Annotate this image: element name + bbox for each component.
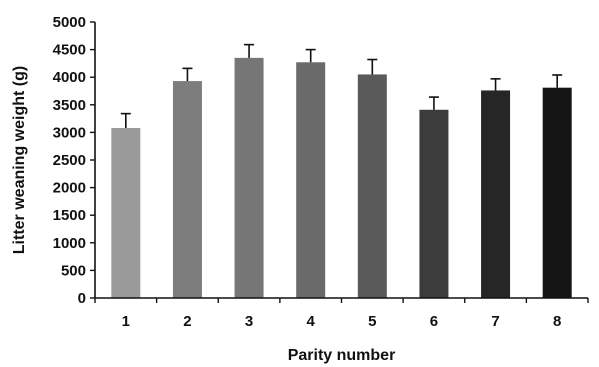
y-tick-label: 4000: [53, 69, 86, 86]
y-tick-label: 3000: [53, 124, 86, 141]
y-tick-label: 4500: [53, 42, 86, 59]
y-tick-label: 1000: [53, 235, 86, 252]
bar-parity-4: [296, 62, 326, 298]
y-tick-label: 5000: [53, 14, 86, 31]
x-tick-label: 4: [307, 313, 316, 330]
y-axis-ticks: 0 500 1000 1500 2000 2500 3000 3500 4000 4500 5000: [53, 14, 95, 307]
x-tick-label: 3: [245, 313, 253, 330]
x-tick-label: 5: [368, 313, 376, 330]
bar-parity-8: [542, 87, 572, 298]
y-tick-label: 500: [61, 262, 86, 279]
bar-parity-7: [481, 90, 511, 298]
error-bars: [120, 43, 563, 128]
bar-parity-2: [172, 81, 202, 299]
y-axis-title: Litter weaning weight (g): [11, 66, 28, 254]
bar-parity-1: [111, 127, 141, 298]
bar-parity-6: [419, 109, 449, 298]
x-axis-title: Parity number: [288, 347, 396, 364]
bar-parity-3: [234, 57, 264, 298]
bar-parity-5: [357, 74, 387, 298]
y-tick-label: 0: [78, 290, 86, 307]
y-tick-label: 2500: [53, 152, 86, 169]
x-tick-label: 1: [122, 313, 130, 330]
x-tick-label: 8: [553, 313, 561, 330]
x-tick-label: 7: [491, 313, 499, 330]
y-tick-label: 3500: [53, 97, 86, 114]
y-tick-label: 1500: [53, 207, 86, 224]
x-tick-label: 6: [430, 313, 438, 330]
bars: [111, 57, 572, 299]
x-tick-label: 2: [183, 313, 191, 330]
y-tick-label: 2000: [53, 180, 86, 197]
x-axis-ticks: 1 2 3 4 5 6 7 8: [94, 298, 589, 330]
